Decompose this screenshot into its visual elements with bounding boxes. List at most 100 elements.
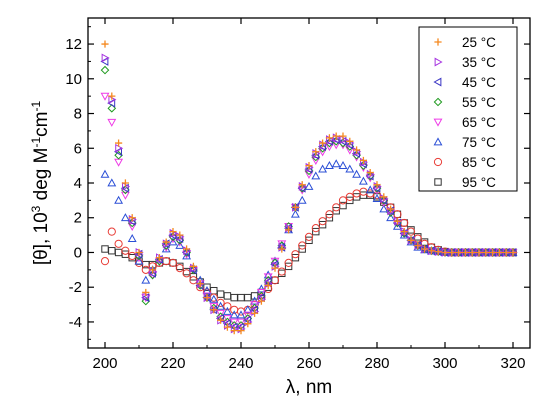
data-point [359,156,367,165]
data-point [263,270,273,279]
data-point [100,65,110,75]
y-tick-label: 10 [65,71,82,88]
data-point [114,248,123,257]
legend-label: 65 °C [462,115,496,130]
data-point [284,262,293,271]
data-point [400,228,408,236]
data-point [339,132,347,140]
legend-item: 35 °C [434,55,496,70]
data-point [155,254,163,262]
data-point [366,168,374,177]
data-point [509,248,517,257]
y-tick-label: 2 [74,210,82,227]
legend-item: 85 °C [433,155,496,170]
data-point [251,309,259,317]
legend-item: 75 °C [433,135,496,150]
data-point [168,258,178,267]
data-point [107,104,117,113]
data-point [237,293,245,302]
data-point [257,297,265,305]
legend-marker [433,157,443,167]
data-point [108,247,116,255]
data-point [387,205,395,213]
data-point [223,302,232,311]
x-tick-label: 200 [92,355,117,372]
data-point [291,250,300,259]
data-point [434,248,442,256]
data-point [325,134,333,142]
data-point [210,286,218,295]
data-point [182,269,191,278]
data-point [114,195,124,204]
data-point [414,241,422,250]
data-point [127,233,137,242]
data-point [332,207,340,215]
data-point [120,191,130,200]
data-point [297,195,307,204]
data-point [114,158,124,167]
y-tick-label: 12 [65,36,82,53]
data-point [271,264,279,272]
data-point [250,301,260,310]
data-point [358,176,368,185]
data-point [216,309,226,318]
data-point [203,294,211,302]
data-point [325,214,334,222]
y-axis-title-exponent: 3 [29,205,43,212]
data-point [230,293,238,302]
data-point [168,237,178,246]
data-point [393,217,401,225]
data-point [461,248,469,257]
legend-item: 55 °C [433,95,496,110]
y-axis-title: [θ], 103 deg M-1cm-1 [29,101,52,266]
data-point [298,241,307,250]
data-point [114,239,123,248]
data-point [128,214,136,222]
data-point [209,294,219,303]
data-point [372,194,382,203]
data-point [489,248,497,257]
legend-marker [433,137,443,146]
data-point [278,245,286,253]
data-point [291,253,300,262]
data-marks [100,40,518,335]
data-point [189,262,197,270]
legend-marker [434,178,442,186]
data-point [100,92,110,101]
data-point [380,193,388,201]
x-tick-label: 300 [432,355,457,372]
y-tick-label: 0 [74,244,82,261]
data-point [223,292,232,300]
data-point [319,139,327,147]
x-tick-label: 260 [296,355,321,372]
data-point [338,161,348,170]
data-point [312,227,320,236]
data-point [352,169,362,178]
data-point [236,310,246,319]
data-point [120,213,130,222]
data-point [284,258,293,267]
data-point [277,267,286,276]
data-point [175,240,185,249]
data-point [230,327,238,335]
legend-label: 35 °C [462,55,496,70]
data-point [502,248,510,257]
x-tick-label: 320 [500,355,525,372]
data-point [421,245,429,253]
data-point [331,159,341,168]
data-point [304,232,314,241]
data-point [263,273,273,282]
x-tick-label: 240 [228,355,253,372]
data-point [121,246,130,255]
data-point [455,248,463,257]
data-point [393,210,402,219]
data-point [107,118,117,127]
y-axis-title-unit: deg M [31,148,52,206]
data-point [169,228,177,236]
y-axis-title-unit-cm: cm [31,112,52,137]
data-point [217,316,225,324]
data-point [243,311,253,320]
data-point [345,164,355,173]
data-point [223,323,231,331]
legend-marker [434,57,443,67]
